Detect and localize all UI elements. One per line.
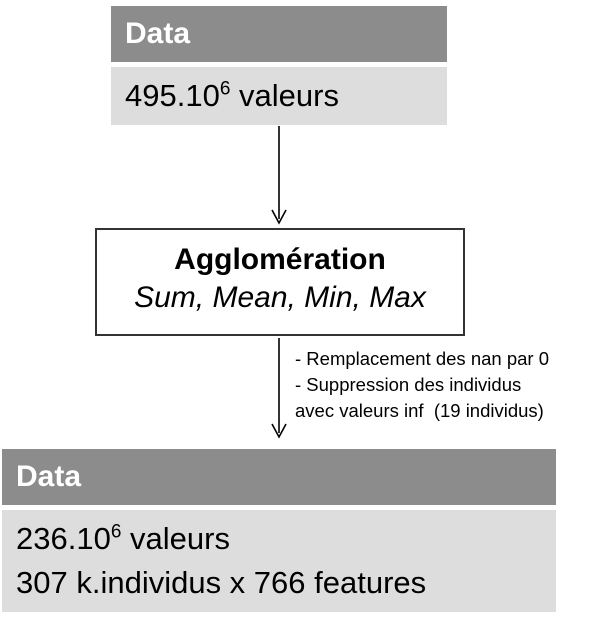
- top-data-value-exponent: 6: [219, 78, 231, 100]
- top-data-value-unit: valeurs: [230, 78, 339, 113]
- bottom-data-value-unit: valeurs: [121, 521, 230, 556]
- note-line: - Suppression des individus: [295, 374, 522, 395]
- note-line: - Remplacement des nan par 0: [295, 348, 549, 369]
- top-data-header: Data: [111, 6, 447, 62]
- bottom-data-value: 236.106 valeurs: [16, 517, 556, 561]
- agglomeration-box: Agglomération Sum, Mean, Min, Max: [95, 228, 465, 336]
- bottom-data-header: Data: [2, 449, 556, 505]
- bottom-data-value-base: 236.10: [16, 521, 111, 556]
- agglomeration-subtitle: Sum, Mean, Min, Max: [134, 281, 426, 314]
- bottom-data-value-exponent: 6: [110, 521, 122, 543]
- top-data-header-label: Data: [125, 17, 191, 50]
- processing-notes: - Remplacement des nan par 0 - Suppressi…: [295, 346, 595, 424]
- arrow-bottom-head: [271, 423, 287, 439]
- bottom-data-body: 236.106 valeurs 307 k.individus x 766 fe…: [2, 510, 556, 612]
- agglomeration-title: Agglomération: [174, 243, 386, 276]
- bottom-data-dimensions: 307 k.individus x 766 features: [16, 565, 427, 600]
- bottom-data-header-label: Data: [16, 460, 82, 493]
- top-data-value-base: 495.10: [125, 78, 220, 113]
- top-data-body: 495.106 valeurs: [111, 67, 447, 125]
- note-line: avec valeurs inf (19 individus): [295, 400, 544, 421]
- arrow-top-head: [271, 209, 287, 225]
- top-data-value: 495.106 valeurs: [125, 78, 339, 113]
